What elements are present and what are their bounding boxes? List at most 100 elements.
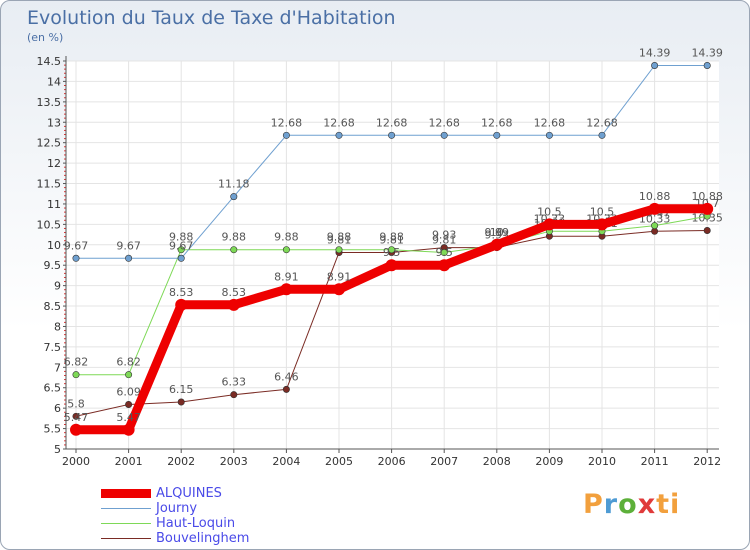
- data-point-alquines: [701, 202, 714, 215]
- data-point-journy: [703, 61, 711, 69]
- data-label-haut-loquin: 6.82: [116, 356, 141, 369]
- data-label-haut-loquin: 9.88: [379, 231, 404, 244]
- y-tick-label: 9: [54, 280, 61, 293]
- data-point-journy: [177, 254, 185, 262]
- data-label-alquines: 8.91: [274, 270, 299, 283]
- data-point-alquines: [333, 283, 345, 296]
- data-label-haut-loquin: 6.82: [64, 356, 89, 369]
- legend-label-haut-loquin: Haut-Loquin: [156, 516, 236, 531]
- data-label-journy: 12.68: [586, 116, 618, 129]
- chart-title: Evolution du Taux de Taxe d'Habitation: [27, 7, 396, 29]
- y-tick-label: 7: [54, 361, 61, 374]
- data-point-alquines: [122, 423, 135, 436]
- data-label-journy: 14.39: [639, 46, 671, 59]
- x-tick-label: 2009: [535, 455, 563, 468]
- data-label-haut-loquin: 9.88: [222, 231, 247, 244]
- legend: ALQUINES Journy Haut-Loquin Bouvelinghem: [101, 486, 249, 546]
- data-point-bouvelinghem: [703, 226, 711, 234]
- legend-item-alquines: ALQUINES: [101, 486, 249, 501]
- data-label-haut-loquin: 9.99: [485, 226, 510, 239]
- data-label-alquines: 8.53: [222, 286, 247, 299]
- y-tick-label: 6: [54, 402, 61, 415]
- y-tick-label: 8.5: [44, 300, 62, 313]
- legend-label-bouvelinghem: Bouvelinghem: [156, 531, 250, 546]
- data-label-haut-loquin: 9.88: [274, 231, 299, 244]
- y-tick-label: 13.5: [37, 96, 62, 109]
- data-label-journy: 14.39: [691, 46, 723, 59]
- data-label-haut-loquin: 9.88: [327, 231, 352, 244]
- data-label-bouvelinghem: 9.81: [327, 234, 352, 247]
- data-point-alquines: [490, 238, 503, 251]
- data-label-journy: 12.68: [534, 116, 566, 129]
- data-point-journy: [493, 131, 501, 139]
- data-point-haut-loquin: [440, 249, 448, 257]
- y-tick-label: 10.5: [37, 218, 62, 231]
- data-point-journy: [598, 131, 606, 139]
- data-point-bouvelinghem: [125, 400, 133, 408]
- y-tick-label: 12.5: [37, 137, 62, 150]
- data-label-alquines: 8.91: [327, 270, 352, 283]
- data-point-haut-loquin: [388, 246, 396, 254]
- y-tick-label: 10: [47, 239, 61, 252]
- data-point-alquines: [385, 259, 398, 272]
- data-label-journy: 12.68: [323, 116, 355, 129]
- legend-item-bouvelinghem: Bouvelinghem: [101, 531, 249, 546]
- data-label-journy: 12.68: [376, 116, 408, 129]
- data-point-journy: [651, 61, 659, 69]
- x-tick-label: 2010: [588, 455, 616, 468]
- data-point-bouvelinghem: [72, 412, 80, 420]
- x-tick-label: 2007: [430, 455, 458, 468]
- data-label-bouvelinghem: 6.46: [274, 370, 299, 383]
- legend-label-alquines: ALQUINES: [156, 486, 222, 501]
- data-point-alquines: [227, 298, 240, 311]
- data-label-journy: 9.67: [169, 239, 194, 252]
- data-label-journy: 11.18: [218, 178, 250, 191]
- data-label-journy: 12.68: [271, 116, 303, 129]
- data-point-journy: [230, 193, 238, 201]
- legend-item-journy: Journy: [101, 501, 249, 516]
- data-point-alquines: [596, 218, 608, 231]
- data-label-bouvelinghem: 6.33: [222, 376, 247, 389]
- data-label-bouvelinghem: 9.93: [432, 229, 457, 242]
- data-point-alquines: [70, 423, 82, 436]
- x-tick-label: 2003: [220, 455, 248, 468]
- data-point-journy: [335, 131, 343, 139]
- data-point-journy: [440, 131, 448, 139]
- data-label-bouvelinghem: 6.15: [169, 383, 194, 396]
- data-point-bouvelinghem: [282, 385, 290, 393]
- data-point-haut-loquin: [72, 371, 80, 379]
- y-tick-label: 5: [54, 443, 61, 456]
- chart-subtitle: (en %): [27, 31, 64, 44]
- y-tick-label: 11: [47, 198, 61, 211]
- x-tick-label: 2012: [693, 455, 721, 468]
- y-tick-label: 5.5: [44, 423, 62, 436]
- data-label-bouvelinghem: 9.81: [379, 234, 404, 247]
- data-label-alquines: 9.5: [435, 246, 453, 259]
- y-tick-label: 13: [47, 116, 61, 129]
- data-point-haut-loquin: [282, 246, 290, 254]
- data-point-haut-loquin: [335, 246, 343, 254]
- y-tick-label: 14: [47, 75, 61, 88]
- x-tick-label: 2008: [483, 455, 511, 468]
- data-label-alquines: 9.5: [383, 246, 401, 259]
- data-point-haut-loquin: [125, 371, 133, 379]
- data-point-alquines: [280, 283, 293, 296]
- x-tick-label: 2011: [641, 455, 669, 468]
- data-label-alquines: 10.5: [537, 205, 562, 218]
- data-point-journy: [72, 254, 80, 262]
- data-point-bouvelinghem: [177, 398, 185, 406]
- data-point-alquines: [648, 202, 661, 215]
- data-point-haut-loquin: [651, 222, 659, 230]
- y-tick-label: 9.5: [44, 259, 62, 272]
- proxiti-logo: Proxti: [583, 489, 681, 520]
- x-tick-label: 2001: [115, 455, 143, 468]
- y-tick-label: 8: [54, 320, 61, 333]
- data-point-journy: [125, 254, 133, 262]
- x-tick-label: 2004: [272, 455, 300, 468]
- legend-swatch-journy: [101, 508, 151, 509]
- data-label-alquines: 10: [490, 226, 504, 239]
- data-label-bouvelinghem: 6.09: [116, 385, 141, 398]
- data-label-haut-loquin: 9.88: [169, 231, 194, 244]
